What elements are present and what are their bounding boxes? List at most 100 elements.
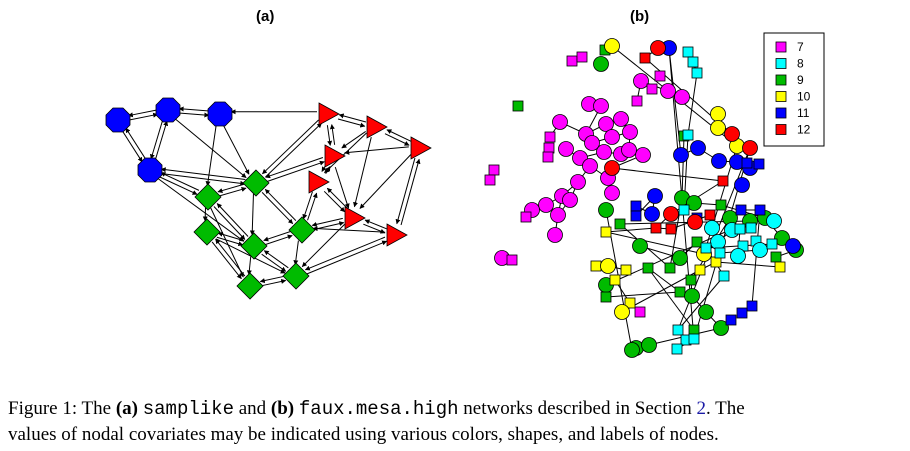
faux-mesa-high-node-square	[710, 256, 722, 268]
faux-mesa-high-node-square	[650, 222, 662, 234]
faux-mesa-high-node-circle	[660, 83, 676, 99]
samplike-edge	[249, 193, 255, 236]
faux-mesa-high-edge	[687, 72, 698, 136]
legend-label: 8	[797, 57, 804, 71]
faux-mesa-high-node-square	[734, 223, 746, 235]
faux-mesa-high-node-square	[672, 324, 684, 336]
caption-line-2: values of nodal covariates may be indica…	[8, 424, 719, 445]
faux-mesa-high-node-circle	[684, 288, 700, 304]
faux-mesa-high-node-circle	[641, 337, 657, 353]
faux-mesa-high-node-circle	[647, 188, 663, 204]
faux-mesa-high-node-circle	[686, 195, 702, 211]
faux-mesa-high-node-circle	[724, 126, 740, 142]
samplike-edge	[246, 256, 252, 276]
samplike-edge	[216, 203, 249, 237]
faux-mesa-high-node-square	[774, 261, 786, 273]
faux-mesa-high-edge	[715, 261, 781, 268]
samplike-node-diamond	[236, 272, 264, 300]
faux-mesa-high-node-square	[745, 222, 757, 234]
faux-mesa-high-node-square	[630, 210, 642, 222]
samplike-edge	[129, 112, 159, 121]
samplike-edge	[149, 119, 164, 160]
legend-swatch	[775, 58, 787, 69]
samplike-node-diamond	[282, 262, 310, 290]
legend-swatch	[775, 74, 787, 86]
faux-mesa-high-node-square	[544, 131, 556, 143]
faux-mesa-high-node-square	[704, 209, 716, 221]
samplike-edge	[386, 129, 412, 142]
samplike-edge	[219, 187, 247, 197]
samplike-edge	[302, 191, 313, 220]
legend-label: 7	[797, 40, 804, 54]
samplike-edge	[307, 192, 318, 221]
faux-mesa-high-node-circle	[734, 177, 750, 193]
caption-b-bold: (b)	[270, 398, 295, 419]
faux-mesa-high-node-square	[717, 175, 729, 187]
samplike-edge	[306, 240, 388, 275]
faux-mesa-high-node-circle	[622, 124, 638, 140]
samplike-edge	[311, 217, 343, 227]
faux-mesa-high-node-circle	[562, 192, 578, 208]
samplike-edge	[364, 219, 387, 230]
samplike-edge	[263, 230, 292, 242]
faux-mesa-high-node-square	[694, 264, 706, 276]
samplike-node-triangle	[344, 206, 366, 230]
faux-mesa-high-node-circle	[713, 320, 729, 336]
samplike-edge	[261, 253, 287, 272]
caption-a-bold: (a)	[115, 398, 138, 419]
faux-mesa-high-node-square	[576, 51, 588, 63]
samplike-node-diamond	[242, 169, 270, 197]
section-ref-link[interactable]: 2	[696, 398, 707, 419]
caption-samplike: samplike	[142, 398, 234, 420]
samplike-node-diamond	[193, 218, 221, 246]
faux-mesa-high-node-square	[770, 251, 782, 263]
faux-mesa-high-node-circle	[742, 140, 758, 156]
faux-mesa-high-node-square	[654, 70, 666, 82]
samplike-edge	[266, 160, 325, 182]
legend-swatch	[775, 124, 787, 135]
faux-mesa-high-node-circle	[604, 129, 620, 145]
grade-legend: 7 8 9 10 11 12	[763, 32, 825, 147]
panel-a-label: (a)	[256, 8, 275, 25]
faux-mesa-high-node-circle	[604, 185, 620, 201]
samplike-node-triangle	[366, 115, 388, 139]
faux-mesa-high-node-circle	[774, 230, 790, 246]
samplike-edge	[160, 172, 200, 191]
faux-mesa-high-node-circle	[710, 234, 726, 250]
faux-mesa-high-node-circle	[596, 144, 612, 160]
samplike-edge	[323, 190, 346, 213]
faux-mesa-high-edge	[605, 227, 657, 233]
faux-mesa-high-node-square	[624, 297, 636, 309]
faux-mesa-high-node-circle	[633, 73, 649, 89]
samplike-edge	[158, 176, 198, 195]
faux-mesa-high-node-circle	[635, 147, 651, 163]
samplike-node-triangle	[410, 136, 432, 160]
samplike-edge	[210, 207, 244, 278]
faux-mesa-high-node-circle	[552, 114, 568, 130]
faux-mesa-high-node-circle	[614, 304, 630, 320]
samplike-edge	[359, 154, 412, 209]
samplike-node-diamond	[194, 183, 222, 211]
faux-mesa-high-node-square	[687, 56, 699, 68]
faux-mesa-high-node-circle	[550, 207, 566, 223]
faux-mesa-high-node-square	[685, 274, 697, 286]
samplike-edge	[338, 113, 367, 123]
legend-frame	[763, 32, 825, 147]
caption-prefix: Figure 1: The	[8, 398, 116, 419]
samplike-edge	[265, 122, 322, 178]
faux-mesa-high-node-square	[512, 100, 524, 112]
faux-mesa-high-node-square	[642, 262, 654, 274]
faux-mesa-high-node-circle	[632, 238, 648, 254]
faux-mesa-high-node-circle	[710, 120, 726, 136]
samplike-edge	[127, 109, 157, 118]
faux-mesa-high-node-square	[691, 236, 703, 248]
faux-mesa-high-node-square	[718, 270, 730, 282]
faux-mesa-high-node-circle	[538, 197, 554, 213]
faux-mesa-high-node-square	[700, 242, 712, 254]
faux-mesa-high-node-square	[630, 200, 642, 212]
legend-label: 9	[797, 73, 804, 87]
faux-mesa-high-node-square	[766, 238, 778, 250]
samplike-edge	[157, 177, 245, 242]
samplike-edge	[263, 250, 289, 269]
samplike-edge	[160, 167, 246, 180]
